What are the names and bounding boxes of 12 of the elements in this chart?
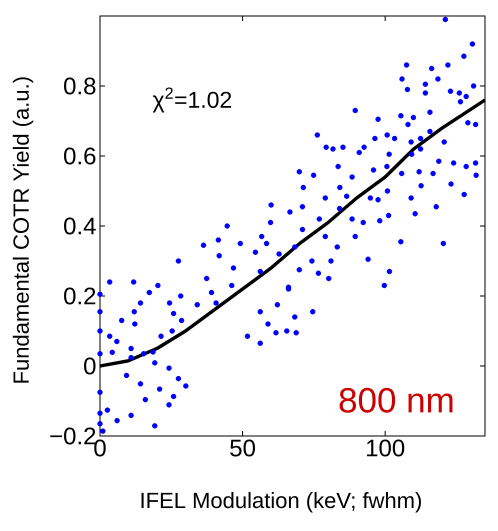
y-axis-title: Fundamental COTR Yield (a.u.) — [12, 77, 34, 383]
y-tick-label: 0.8 — [64, 78, 96, 94]
annotation: χ$^{2}$=1.02 — [152, 87, 232, 113]
x-tick-label: 50 — [230, 440, 255, 457]
x-tick-label: 100 — [366, 440, 404, 457]
annotation: 800 nm — [340, 388, 452, 413]
y-tick-label: 0 — [84, 358, 96, 374]
y-tick-label: 0.4 — [64, 218, 96, 234]
y-tick-label: 0.2 — [64, 288, 96, 304]
y-tick-label: −0.2 — [50, 428, 96, 444]
y-tick-label: 0.6 — [64, 148, 96, 164]
x-axis-title: IFEL Modulation (keV; fwhm) — [142, 492, 421, 513]
